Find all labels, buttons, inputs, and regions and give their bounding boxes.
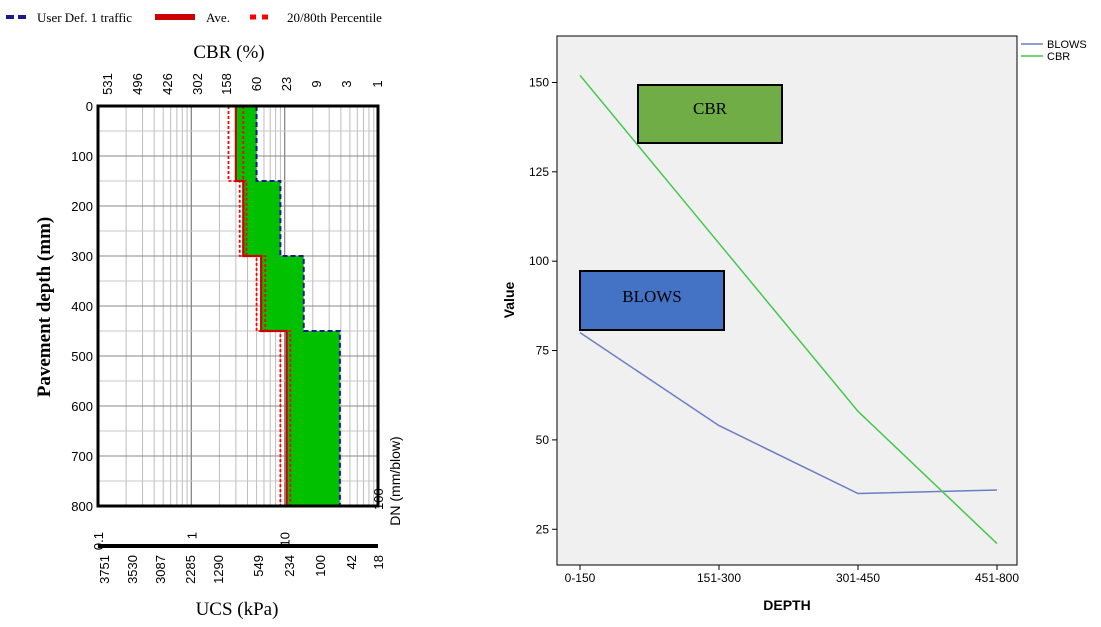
annotation-cbr-label: CBR bbox=[693, 99, 728, 118]
x-tick-label: 451-800 bbox=[975, 571, 1019, 585]
ucs-tick-label: 549 bbox=[251, 555, 266, 577]
legend-ave-label: Ave. bbox=[206, 10, 230, 25]
dn-fill-segment bbox=[261, 256, 304, 331]
depth-tick-label: 100 bbox=[71, 149, 93, 164]
cbr-tick-label: 158 bbox=[219, 73, 234, 95]
dn-fill-segment bbox=[235, 106, 257, 181]
dn-fill-segment bbox=[286, 331, 340, 506]
depth-tick-label: 0 bbox=[86, 99, 93, 114]
series-line-blows bbox=[579, 332, 998, 495]
cbr-tick-label: 23 bbox=[279, 77, 294, 91]
ucs-tick-label: 234 bbox=[282, 555, 297, 577]
left-legend: User Def. 1 traffic Ave. 20/80th Percent… bbox=[6, 10, 382, 25]
annotation-cbr-box bbox=[637, 84, 783, 144]
ucs-tick-label: 42 bbox=[344, 555, 359, 569]
y-tick-label: 150 bbox=[529, 75, 549, 89]
cbr-tick-label: 531 bbox=[100, 73, 115, 95]
cbr-tick-label: 426 bbox=[160, 73, 175, 95]
top-axis-title: CBR (%) bbox=[193, 42, 264, 63]
ucs-tick-label: 2285 bbox=[183, 555, 198, 584]
depth-tick-label: 700 bbox=[71, 449, 93, 464]
depth-tick-label: 200 bbox=[71, 199, 93, 214]
y-tick-label: 125 bbox=[529, 165, 549, 179]
left-series-lines bbox=[227, 106, 341, 506]
x-tick-label: 151-300 bbox=[697, 571, 741, 585]
x-tick-label: 0-150 bbox=[565, 571, 596, 585]
annotation-blows-label: BLOWS bbox=[622, 287, 682, 306]
right-y-axis-title: Value bbox=[501, 282, 517, 319]
annotation-blows: BLOWS bbox=[579, 270, 725, 331]
depth-tick-label: 400 bbox=[71, 299, 93, 314]
ucs-tick-label: 3087 bbox=[153, 555, 168, 584]
cbr-tick-label: 9 bbox=[309, 80, 324, 87]
ave-line bbox=[234, 106, 288, 506]
y-tick-label: 50 bbox=[536, 433, 550, 447]
ucs-tick-label: 1290 bbox=[211, 555, 226, 584]
dn-axis-title: DN (mm/blow) bbox=[387, 436, 403, 525]
ucs-tick-label: 18 bbox=[371, 555, 386, 569]
cbr-tick-label: 60 bbox=[249, 77, 264, 91]
y-axis-title: Pavement depth (mm) bbox=[34, 217, 55, 397]
legend-ave-swatch bbox=[155, 14, 195, 20]
cbr-tick-label: 1 bbox=[370, 80, 385, 87]
ucs-axis-title: UCS (kPa) bbox=[196, 599, 279, 620]
cbr-tick-label: 496 bbox=[130, 73, 145, 95]
annotation-blows-box bbox=[579, 270, 725, 331]
cbr-tick-label: 3 bbox=[339, 80, 354, 87]
depth-tick-label: 600 bbox=[71, 399, 93, 414]
ucs-tick-label: 100 bbox=[313, 555, 328, 577]
legend-traffic-label: User Def. 1 traffic bbox=[37, 10, 132, 25]
right-x-axis-title: DEPTH bbox=[763, 597, 810, 613]
cbr-tick-label: 302 bbox=[190, 73, 205, 95]
traffic-line bbox=[255, 106, 341, 506]
left-fill-area bbox=[235, 106, 340, 506]
ucs-tick-label: 3530 bbox=[125, 555, 140, 584]
left-plot-frame bbox=[96, 104, 380, 508]
legend-percentile-label: 20/80th Percentile bbox=[287, 10, 382, 25]
y-tick-label: 25 bbox=[536, 522, 550, 536]
legend-label-cbr: CBR bbox=[1047, 51, 1070, 63]
right-axes: 25 50 75 100 125 150 0-150 151-300 301-450 451-80… bbox=[529, 75, 1019, 585]
ucs-tick-label: 3751 bbox=[97, 555, 112, 584]
right-series-lines bbox=[579, 74, 998, 545]
y-tick-label: 100 bbox=[529, 254, 549, 268]
series-line-cbr bbox=[579, 74, 998, 545]
legend-label-blows: BLOWS bbox=[1047, 39, 1087, 51]
left-tick-labels: 531 496 426 302 158 60 23 9 3 1010020030040050060… bbox=[71, 73, 386, 584]
dn-tick-label: 1 bbox=[184, 532, 199, 539]
depth-tick-label: 500 bbox=[71, 349, 93, 364]
dn-tick-label: 100 bbox=[371, 488, 386, 510]
depth-tick-label: 300 bbox=[71, 249, 93, 264]
dn-tick-label: 10 bbox=[278, 532, 293, 546]
dn-tick-label: 0.1 bbox=[91, 532, 106, 550]
annotation-cbr: CBR bbox=[637, 84, 783, 144]
x-tick-label: 301-450 bbox=[836, 571, 880, 585]
depth-tick-label: 800 bbox=[71, 499, 93, 514]
dn-fill-segment bbox=[243, 181, 281, 256]
y-tick-label: 75 bbox=[536, 344, 550, 358]
